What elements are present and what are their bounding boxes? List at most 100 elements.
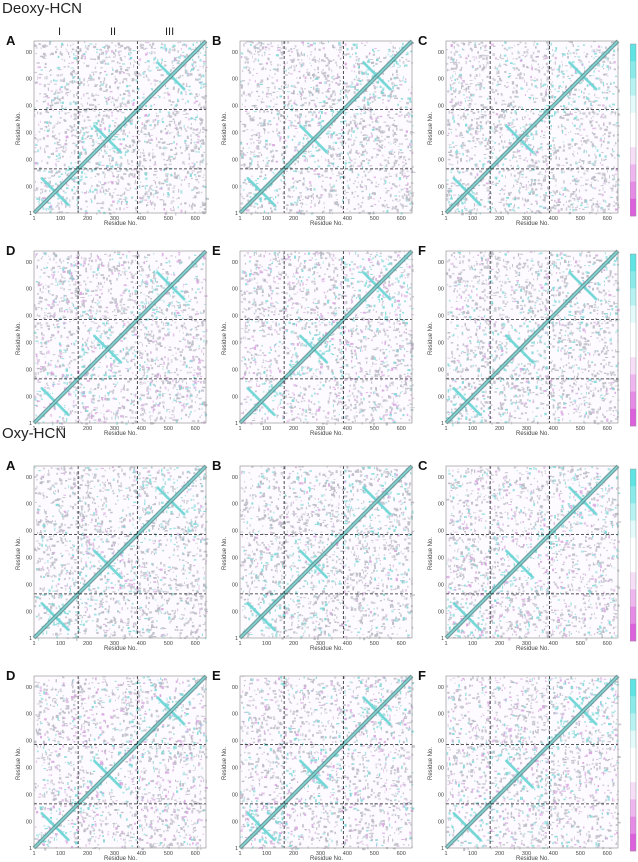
correlation-cell bbox=[513, 206, 515, 208]
correlation-cell bbox=[363, 93, 365, 94]
correlation-cell bbox=[321, 196, 322, 198]
correlation-cell bbox=[50, 105, 52, 107]
correlation-cell bbox=[544, 108, 546, 110]
correlation-cell bbox=[246, 66, 247, 69]
correlation-cell bbox=[39, 43, 41, 45]
correlation-cell bbox=[396, 70, 398, 73]
correlation-cell bbox=[273, 99, 275, 100]
correlation-cell bbox=[554, 207, 556, 209]
correlation-cell bbox=[283, 42, 286, 44]
correlation-cell bbox=[62, 156, 64, 158]
correlation-cell bbox=[574, 125, 576, 127]
correlation-cell bbox=[286, 208, 288, 211]
correlation-cell bbox=[338, 55, 340, 57]
correlation-cell bbox=[571, 104, 573, 105]
correlation-cell bbox=[362, 176, 363, 178]
correlation-cell bbox=[65, 172, 66, 175]
correlation-cell bbox=[573, 44, 574, 47]
correlation-cell bbox=[41, 182, 43, 183]
correlation-cell bbox=[56, 49, 58, 50]
correlation-cell bbox=[476, 122, 478, 125]
correlation-cell bbox=[518, 181, 519, 183]
correlation-cell bbox=[57, 95, 58, 98]
correlation-cell bbox=[401, 156, 402, 158]
correlation-cell bbox=[56, 155, 58, 157]
correlation-cell bbox=[195, 93, 197, 95]
correlation-cell bbox=[465, 98, 466, 99]
correlation-cell bbox=[168, 112, 170, 114]
correlation-cell bbox=[131, 119, 133, 123]
correlation-cell bbox=[315, 147, 317, 149]
correlation-cell bbox=[134, 182, 136, 184]
correlation-cell bbox=[537, 150, 538, 152]
correlation-cell bbox=[287, 62, 288, 64]
correlation-cell bbox=[526, 211, 528, 213]
correlation-cell bbox=[490, 209, 492, 211]
correlation-cell bbox=[126, 190, 129, 191]
correlation-cell bbox=[266, 93, 267, 96]
correlation-cell bbox=[396, 61, 398, 64]
correlation-cell bbox=[288, 108, 291, 109]
correlation-cell bbox=[148, 190, 149, 193]
correlation-cell bbox=[311, 153, 312, 154]
correlation-cell bbox=[178, 197, 180, 199]
correlation-cell bbox=[112, 165, 113, 167]
correlation-cell bbox=[558, 200, 560, 202]
correlation-cell bbox=[118, 176, 120, 178]
correlation-cell bbox=[254, 151, 255, 152]
correlation-cell bbox=[200, 161, 203, 163]
correlation-cell bbox=[189, 204, 190, 207]
correlation-cell bbox=[384, 205, 386, 207]
correlation-cell bbox=[180, 91, 182, 94]
correlation-cell bbox=[99, 112, 100, 113]
correlation-cell bbox=[393, 142, 394, 144]
correlation-cell bbox=[523, 64, 525, 67]
correlation-cell bbox=[267, 78, 269, 80]
correlation-cell bbox=[58, 56, 60, 58]
correlation-cell bbox=[514, 45, 515, 46]
correlation-cell bbox=[104, 97, 105, 98]
correlation-cell bbox=[245, 42, 247, 43]
correlation-cell bbox=[397, 87, 399, 89]
correlation-cell bbox=[159, 188, 162, 190]
correlation-cell bbox=[75, 145, 77, 147]
correlation-cell bbox=[367, 99, 371, 101]
correlation-cell bbox=[200, 59, 202, 62]
correlation-cell bbox=[61, 146, 63, 148]
correlation-cell bbox=[401, 114, 402, 116]
correlation-cell bbox=[395, 160, 398, 162]
correlation-cell bbox=[399, 185, 400, 187]
correlation-cell bbox=[359, 156, 360, 158]
correlation-cell bbox=[595, 177, 596, 178]
correlation-cell bbox=[377, 116, 379, 119]
correlation-cell bbox=[617, 179, 619, 182]
correlation-cell bbox=[186, 83, 187, 86]
correlation-cell bbox=[72, 48, 74, 50]
correlation-cell bbox=[135, 200, 137, 202]
correlation-cell bbox=[196, 142, 197, 143]
correlation-cell bbox=[570, 80, 572, 81]
correlation-cell bbox=[125, 90, 129, 92]
correlation-cell bbox=[109, 86, 111, 88]
correlation-cell bbox=[143, 71, 145, 73]
correlation-cell bbox=[277, 202, 278, 204]
correlation-cell bbox=[402, 43, 403, 46]
correlation-cell bbox=[541, 79, 542, 82]
correlation-cell bbox=[159, 81, 161, 83]
correlation-cell bbox=[38, 124, 39, 126]
correlation-heatmap: 11100100200200300300400400500500600600 bbox=[232, 39, 418, 221]
correlation-cell bbox=[597, 149, 599, 152]
correlation-cell bbox=[541, 143, 542, 145]
correlation-cell bbox=[116, 182, 119, 184]
correlation-cell bbox=[51, 175, 54, 177]
correlation-cell bbox=[571, 204, 574, 205]
correlation-cell bbox=[276, 123, 278, 125]
correlation-cell bbox=[291, 51, 292, 53]
correlation-cell bbox=[538, 183, 541, 185]
correlation-cell bbox=[89, 189, 91, 192]
correlation-cell bbox=[64, 192, 66, 194]
correlation-cell bbox=[572, 61, 575, 63]
correlation-cell bbox=[157, 70, 160, 71]
correlation-cell bbox=[568, 132, 569, 133]
correlation-cell bbox=[132, 173, 133, 176]
